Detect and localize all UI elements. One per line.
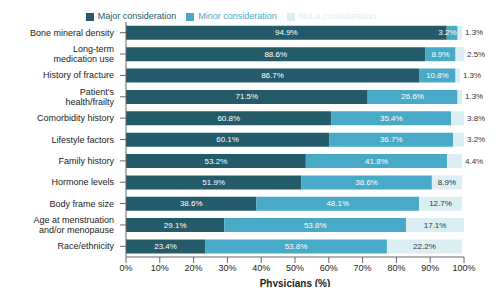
svg-text:60.1%: 60.1%: [216, 135, 239, 144]
svg-text:29.1%: 29.1%: [164, 221, 187, 230]
svg-text:2.5%: 2.5%: [467, 50, 485, 59]
svg-text:3.2%: 3.2%: [467, 135, 485, 144]
svg-text:Race/ethnicity: Race/ethnicity: [57, 241, 114, 251]
svg-text:40%: 40%: [252, 263, 270, 273]
svg-text:51.9%: 51.9%: [202, 178, 225, 187]
svg-text:Hormone levels: Hormone levels: [51, 177, 114, 187]
svg-text:3.2%: 3.2%: [438, 28, 456, 37]
svg-text:80%: 80%: [387, 263, 405, 273]
svg-text:88.6%: 88.6%: [264, 50, 287, 59]
html-text:Not a consideration: Not a consideration: [298, 11, 377, 21]
svg-text:41.8%: 41.8%: [365, 157, 388, 166]
svg-text:53.2%: 53.2%: [205, 157, 228, 166]
svg-text:Body frame size: Body frame size: [49, 199, 114, 209]
svg-text:Family history: Family history: [58, 156, 114, 166]
svg-text:86.7%: 86.7%: [261, 71, 284, 80]
svg-text:60%: 60%: [320, 263, 338, 273]
svg-text:Physicians (%): Physicians (%): [260, 278, 331, 287]
html-text:Minor consideration: Minor consideration: [198, 11, 277, 21]
svg-text:History of fracture: History of fracture: [43, 70, 114, 80]
svg-text:36.7%: 36.7%: [380, 135, 403, 144]
svg-text:50%: 50%: [286, 263, 304, 273]
svg-text:60.8%: 60.8%: [217, 114, 240, 123]
svg-text:0%: 0%: [119, 263, 132, 273]
svg-text:35.4%: 35.4%: [380, 114, 403, 123]
svg-text:20%: 20%: [185, 263, 203, 273]
svg-text:Age at menstruationand/or meno: Age at menstruationand/or menopause: [33, 215, 114, 235]
svg-text:4.4%: 4.4%: [465, 157, 483, 166]
svg-text:90%: 90%: [421, 263, 439, 273]
svg-text:22.2%: 22.2%: [413, 242, 436, 251]
svg-text:48.1%: 48.1%: [326, 199, 349, 208]
svg-text:38.6%: 38.6%: [180, 199, 203, 208]
svg-text:Bone mineral density: Bone mineral density: [30, 28, 115, 38]
svg-text:1.3%: 1.3%: [465, 92, 483, 101]
svg-text:26.6%: 26.6%: [401, 92, 424, 101]
svg-text:23.4%: 23.4%: [154, 242, 177, 251]
html-text:Major consideration: Major consideration: [97, 11, 177, 21]
svg-text:Lifestyle factors: Lifestyle factors: [51, 135, 114, 145]
svg-text:10.8%: 10.8%: [426, 71, 449, 80]
svg-text:71.5%: 71.5%: [235, 92, 258, 101]
svg-text:70%: 70%: [354, 263, 372, 273]
svg-text:17.1%: 17.1%: [424, 221, 447, 230]
svg-text:Patient'shealth/frailty: Patient'shealth/frailty: [65, 87, 114, 107]
svg-text:100%: 100%: [452, 263, 475, 273]
svg-text:Comorbidity history: Comorbidity history: [37, 113, 115, 123]
svg-text:Long-termmedication use: Long-termmedication use: [53, 44, 114, 64]
svg-text:94.9%: 94.9%: [275, 28, 298, 37]
svg-text:8.9%: 8.9%: [431, 50, 449, 59]
svg-text:38.6%: 38.6%: [355, 178, 378, 187]
svg-text:53.8%: 53.8%: [285, 242, 308, 251]
svg-text:10%: 10%: [151, 263, 169, 273]
svg-text:1.3%: 1.3%: [463, 71, 481, 80]
svg-text:12.7%: 12.7%: [429, 199, 452, 208]
svg-text:53.8%: 53.8%: [304, 221, 327, 230]
svg-text:3.8%: 3.8%: [467, 114, 485, 123]
svg-text:30%: 30%: [218, 263, 236, 273]
svg-text:8.9%: 8.9%: [438, 178, 456, 187]
svg-text:1.3%: 1.3%: [465, 28, 483, 37]
